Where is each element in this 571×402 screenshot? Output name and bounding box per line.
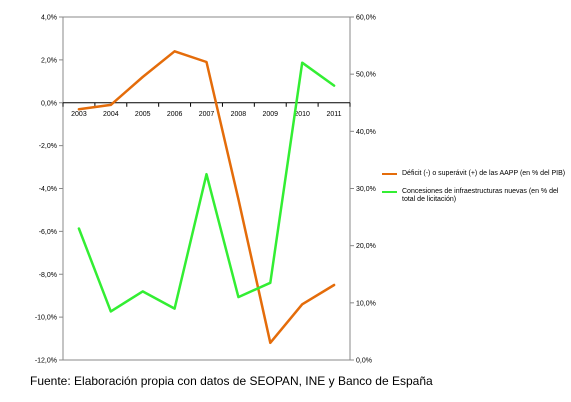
y-right-tick-label: 0,0%: [356, 358, 372, 365]
y-left-tick-label: -2,0%: [39, 143, 57, 150]
x-tick-label: 2003: [71, 111, 87, 118]
y-right-tick-label: 40,0%: [356, 129, 376, 136]
y-left-tick-label: -12,0%: [35, 358, 57, 365]
y-right-tick-label: 50,0%: [356, 72, 376, 79]
plot-area: [62, 16, 351, 361]
y-left-tick-label: 4,0%: [41, 15, 57, 22]
y-left-tick-label: -6,0%: [39, 229, 57, 236]
legend-label-concesiones: Concesiones de infraestructuras nuevas (…: [402, 187, 559, 204]
y-left-tick-label: 0,0%: [41, 100, 57, 107]
y-left-tick-label: 2,0%: [41, 57, 57, 64]
x-tick-label: 2004: [103, 111, 119, 118]
y-left-tick-label: -4,0%: [39, 186, 57, 193]
legend-item-deficit: Déficit (-) o superávit (+) de las AAPP …: [382, 170, 567, 179]
legend-swatch-deficit: [382, 173, 397, 175]
y-left-tick-label: -10,0%: [35, 315, 57, 322]
x-tick-label: 2007: [199, 111, 215, 118]
y-right-tick-label: 30,0%: [356, 186, 376, 193]
y-right-tick-label: 60,0%: [356, 15, 376, 22]
y-right-tick-label: 20,0%: [356, 243, 376, 250]
y-right-tick-label: 10,0%: [356, 300, 376, 307]
legend-item-concesiones: Concesiones de infraestructuras nuevas (…: [382, 188, 567, 205]
x-tick-label: 2008: [231, 111, 247, 118]
series-line-concesiones: [77, 61, 336, 313]
y-left-tick-label: -8,0%: [39, 272, 57, 279]
x-tick-label: 2005: [135, 111, 151, 118]
series-line-deficit: [77, 50, 336, 345]
x-tick-label: 2010: [294, 111, 310, 118]
x-tick-label: 2006: [167, 111, 183, 118]
x-tick-label: 2011: [327, 111, 342, 118]
legend-label-deficit: Déficit (-) o superávit (+) de las AAPP …: [402, 170, 566, 177]
legend-swatch-concesiones: [382, 190, 397, 193]
legend: Déficit (-) o superávit (+) de las AAPP …: [382, 170, 567, 214]
x-tick-label: 2009: [262, 111, 278, 118]
source-note: Fuente: Elaboración propia con datos de …: [30, 374, 433, 388]
